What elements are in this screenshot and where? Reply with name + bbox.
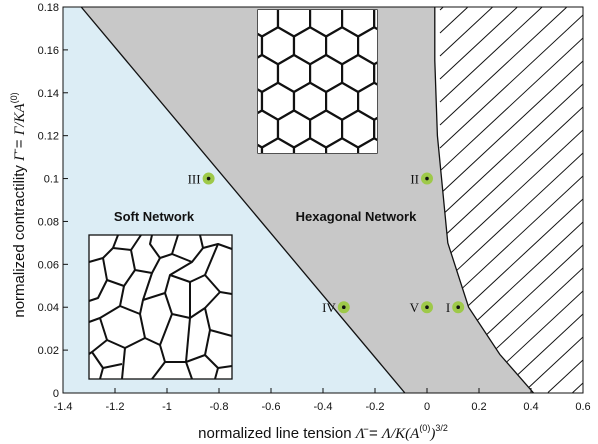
y-axis-title: normalized contractility Γ̄ = Γ/KA(0) (9, 92, 28, 317)
x-axis: -1.4 -1.2 -1 -0.8 -0.6 -0.4 -0.2 0 0.2 0.4 0.6 (54, 388, 591, 413)
x-tick-label: 0 (424, 401, 430, 413)
hatch-line (439, 7, 493, 57)
y-tick-label: 0.16 (38, 45, 59, 57)
x-axis-title: normalized line tension Λ̄ = Λ/K(A(0))3/… (198, 423, 448, 442)
hatch-line (442, 60, 583, 192)
hatch-line (468, 198, 583, 306)
hatched-region (439, 7, 583, 393)
hatch-line (528, 336, 583, 388)
hatch-line (439, 7, 518, 80)
y-tick-label: 0.1 (44, 174, 59, 186)
hatch-line (446, 106, 583, 234)
point-center (456, 305, 461, 310)
x-tick-label: -0.4 (314, 401, 333, 413)
point-center (342, 305, 346, 310)
hexagonal-network-label: Hexagonal Network (296, 209, 417, 224)
y-axis: 0 0.02 0.04 0.06 0.08 0.1 0.12 0.14 0.16 0.18 (38, 2, 68, 400)
hatch-line (477, 221, 583, 321)
y-tick-label: 0.08 (38, 216, 59, 228)
hatch-line (440, 37, 583, 171)
hatch-line (444, 83, 583, 213)
point-label: V (410, 300, 420, 315)
y-tick-label: 0.18 (38, 2, 59, 14)
hatch-line (439, 7, 567, 126)
hatch-line (496, 267, 583, 349)
hatch-line (456, 152, 583, 271)
state-point-iii: III (188, 172, 215, 187)
hatch-line (439, 7, 543, 103)
y-tick-label: 0.02 (38, 345, 59, 357)
hatch-line (439, 14, 583, 149)
hatch-line (439, 7, 444, 11)
x-tick-label: 0.4 (523, 401, 538, 413)
x-tick-label: -0.8 (210, 401, 229, 413)
hexagonal-network-inset (257, 9, 378, 154)
hatch-line (462, 175, 583, 289)
hexagonal-network-boundary-line (434, 7, 535, 393)
hatch-line (547, 359, 583, 393)
x-tick-label: 0.2 (471, 401, 486, 413)
hatch-line (439, 7, 468, 34)
y-tick-label: 0.14 (38, 88, 59, 100)
state-point-ii: II (410, 172, 433, 187)
soft-network-boundary-line (80, 7, 406, 393)
hatch-line (450, 129, 583, 254)
state-point-i: I (446, 300, 465, 315)
x-tick-label: -1.2 (106, 401, 125, 413)
point-label: III (188, 172, 201, 187)
x-tick-label: 0.6 (575, 401, 590, 413)
x-tick-label: -1.4 (54, 401, 73, 413)
y-tick-label: 0 (53, 388, 59, 400)
soft-network-label: Soft Network (114, 209, 195, 224)
point-label: II (410, 172, 419, 187)
x-tick-label: -0.2 (366, 401, 385, 413)
hexagon-cells (258, 10, 377, 153)
hatch-line (506, 290, 583, 363)
x-tick-label: -0.6 (262, 401, 281, 413)
hatch-line (517, 313, 583, 375)
x-tick-label: -1 (162, 401, 172, 413)
y-tick-label: 0.06 (38, 259, 59, 271)
state-point-iv: IV (322, 300, 350, 315)
hexagonal-network-region (81, 7, 534, 393)
irregular-cell-edges (88, 234, 233, 380)
y-tick-label: 0.12 (38, 131, 59, 143)
point-label: IV (322, 300, 336, 315)
point-center (425, 305, 429, 310)
point-center (206, 176, 211, 181)
hatch-line (486, 244, 583, 335)
hatch-line (572, 382, 583, 393)
point-center (425, 176, 429, 181)
y-tick-label: 0.04 (38, 302, 59, 314)
point-label: I (446, 300, 450, 315)
soft-network-inset (88, 234, 233, 380)
state-point-v: V (410, 300, 433, 315)
